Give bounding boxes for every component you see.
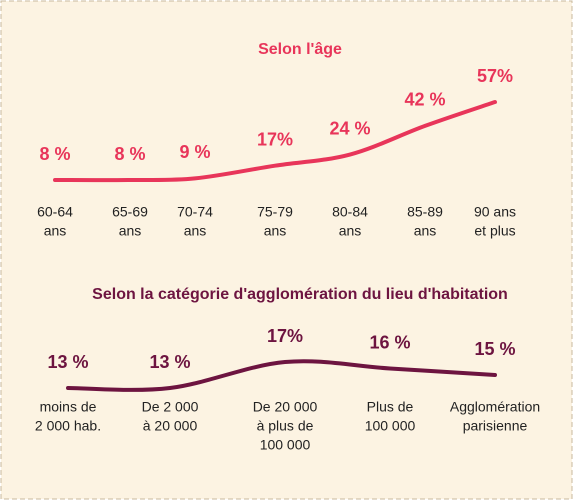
- x-tick-label: à plus de: [257, 418, 314, 434]
- value-label: 17%: [257, 129, 293, 149]
- x-tick-label: ans: [339, 223, 362, 239]
- x-tick-label: à 20 000: [143, 418, 198, 434]
- x-tick-label: 2 000 hab.: [35, 418, 101, 434]
- x-tick-label: ans: [119, 223, 142, 239]
- value-label: 17%: [267, 326, 303, 346]
- x-tick-label: 85-89: [407, 204, 443, 220]
- x-tick-label: 100 000: [260, 437, 311, 453]
- value-label: 15 %: [474, 339, 515, 359]
- x-tick-label: ans: [184, 223, 207, 239]
- x-tick-label: et plus: [474, 223, 515, 239]
- value-label: 16 %: [369, 332, 410, 352]
- x-tick-label: parisienne: [463, 418, 528, 434]
- x-tick-label: ans: [264, 223, 287, 239]
- value-label: 57%: [477, 66, 513, 86]
- x-tick-label: Agglomération: [450, 399, 540, 415]
- x-tick-label: 100 000: [365, 418, 416, 434]
- x-tick-label: 70-74: [177, 204, 213, 220]
- x-tick-label: ans: [44, 223, 67, 239]
- value-label: 42 %: [404, 90, 445, 110]
- chart-title: Selon la catégorie d'agglomération du li…: [92, 286, 508, 303]
- value-label: 8 %: [114, 144, 145, 164]
- value-label: 13 %: [47, 352, 88, 372]
- value-label: 9 %: [179, 142, 210, 162]
- x-tick-label: ans: [414, 223, 437, 239]
- x-tick-label: De 2 000: [142, 399, 199, 415]
- x-tick-label: 90 ans: [474, 204, 516, 220]
- value-label: 8 %: [39, 144, 70, 164]
- x-tick-label: 65-69: [112, 204, 148, 220]
- x-tick-label: 60-64: [37, 204, 73, 220]
- x-tick-label: 75-79: [257, 204, 293, 220]
- value-label: 24 %: [329, 118, 370, 138]
- x-tick-label: 80-84: [332, 204, 368, 220]
- line: [53, 100, 497, 183]
- x-tick-label: Plus de: [367, 399, 414, 415]
- value-label: 13 %: [149, 352, 190, 372]
- x-tick-label: moins de: [40, 399, 97, 415]
- x-tick-label: De 20 000: [253, 399, 318, 415]
- chart-title: Selon l'âge: [258, 41, 342, 58]
- line: [66, 359, 497, 392]
